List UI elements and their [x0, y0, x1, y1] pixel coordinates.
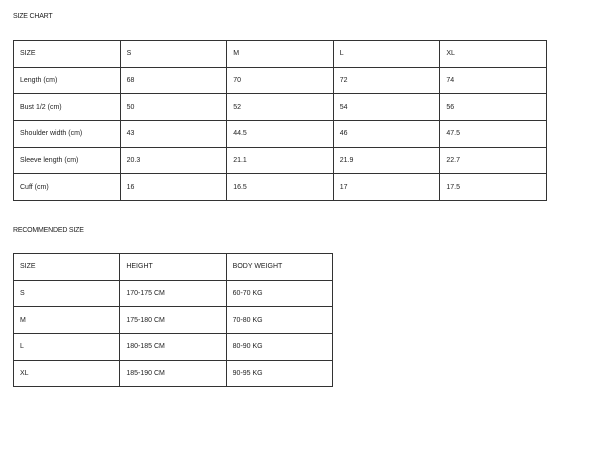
- header-cell: XL: [439, 40, 547, 68]
- table-cell: 46: [332, 120, 441, 148]
- table-row: Shoulder width (cm) 43 44.5 46 47.5: [13, 120, 547, 148]
- table-cell: S: [12, 279, 121, 308]
- table-cell: 180-185 CM: [119, 333, 227, 361]
- table-cell: M: [12, 306, 121, 335]
- table-cell: 47.5: [439, 120, 547, 148]
- header-cell: M: [226, 40, 334, 68]
- table-cell: 20.3: [119, 146, 228, 175]
- table-cell: 50: [119, 93, 228, 122]
- table-cell: Shoulder width (cm): [13, 120, 121, 148]
- table-cell: 21.1: [226, 146, 334, 175]
- table-row: Length (cm) 68 70 72 74: [13, 66, 547, 95]
- table-header-row: SIZE HEIGHT BODY WEIGHT: [12, 253, 334, 281]
- table-cell: Sleeve length (cm): [13, 146, 121, 175]
- table-cell: 17.5: [439, 173, 547, 202]
- table-cell: Bust 1/2 (cm): [13, 93, 121, 122]
- table-cell: 70-80 KG: [225, 306, 334, 335]
- size-chart-title: SIZE CHART: [13, 13, 53, 20]
- table-row: L 180-185 CM 80-90 KG: [12, 333, 334, 361]
- table-cell: 68: [119, 66, 228, 95]
- recommended-size-table: SIZE HEIGHT BODY WEIGHT S 170-175 CM 60-70 KG…: [12, 253, 334, 388]
- header-cell: HEIGHT: [119, 253, 227, 281]
- size-chart-table: SIZE S M L XL Length (cm) 68 70 72 74 Bust 1/2 (cm…: [13, 40, 547, 202]
- table-cell: 90-95 KG: [225, 359, 334, 388]
- table-cell: 54: [332, 93, 441, 122]
- table-cell: L: [12, 333, 121, 361]
- recommended-size-title: RECOMMENDED SIZE: [13, 227, 84, 234]
- table-row: S 170-175 CM 60-70 KG: [12, 279, 334, 308]
- table-cell: 170-175 CM: [119, 279, 227, 308]
- table-cell: 74: [439, 66, 547, 95]
- table-cell: 70: [226, 66, 334, 95]
- header-cell: BODY WEIGHT: [225, 253, 334, 281]
- table-cell: 60-70 KG: [225, 279, 334, 308]
- table-cell: 80-90 KG: [225, 333, 334, 361]
- table-row: Sleeve length (cm) 20.3 21.1 21.9 22.7: [13, 146, 547, 175]
- table-cell: 44.5: [226, 120, 334, 148]
- table-header-row: SIZE S M L XL: [13, 40, 547, 68]
- header-cell: L: [332, 40, 441, 68]
- table-cell: 72: [332, 66, 441, 95]
- table-cell: Cuff (cm): [13, 173, 121, 202]
- table-cell: 43: [119, 120, 228, 148]
- table-cell: 16: [119, 173, 228, 202]
- table-row: Bust 1/2 (cm) 50 52 54 56: [13, 93, 547, 122]
- table-cell: 21.9: [332, 146, 441, 175]
- table-cell: 52: [226, 93, 334, 122]
- table-row: Cuff (cm) 16 16.5 17 17.5: [13, 173, 547, 202]
- table-row: XL 185-190 CM 90-95 KG: [12, 359, 334, 388]
- header-cell: SIZE: [12, 253, 121, 281]
- table-cell: XL: [12, 359, 121, 388]
- table-cell: Length (cm): [13, 66, 121, 95]
- header-cell: S: [119, 40, 228, 68]
- table-cell: 16.5: [226, 173, 334, 202]
- table-cell: 22.7: [439, 146, 547, 175]
- table-row: M 175-180 CM 70-80 KG: [12, 306, 334, 335]
- table-cell: 17: [332, 173, 441, 202]
- header-cell: SIZE: [13, 40, 121, 68]
- table-cell: 185-190 CM: [119, 359, 227, 388]
- table-cell: 56: [439, 93, 547, 122]
- table-cell: 175-180 CM: [119, 306, 227, 335]
